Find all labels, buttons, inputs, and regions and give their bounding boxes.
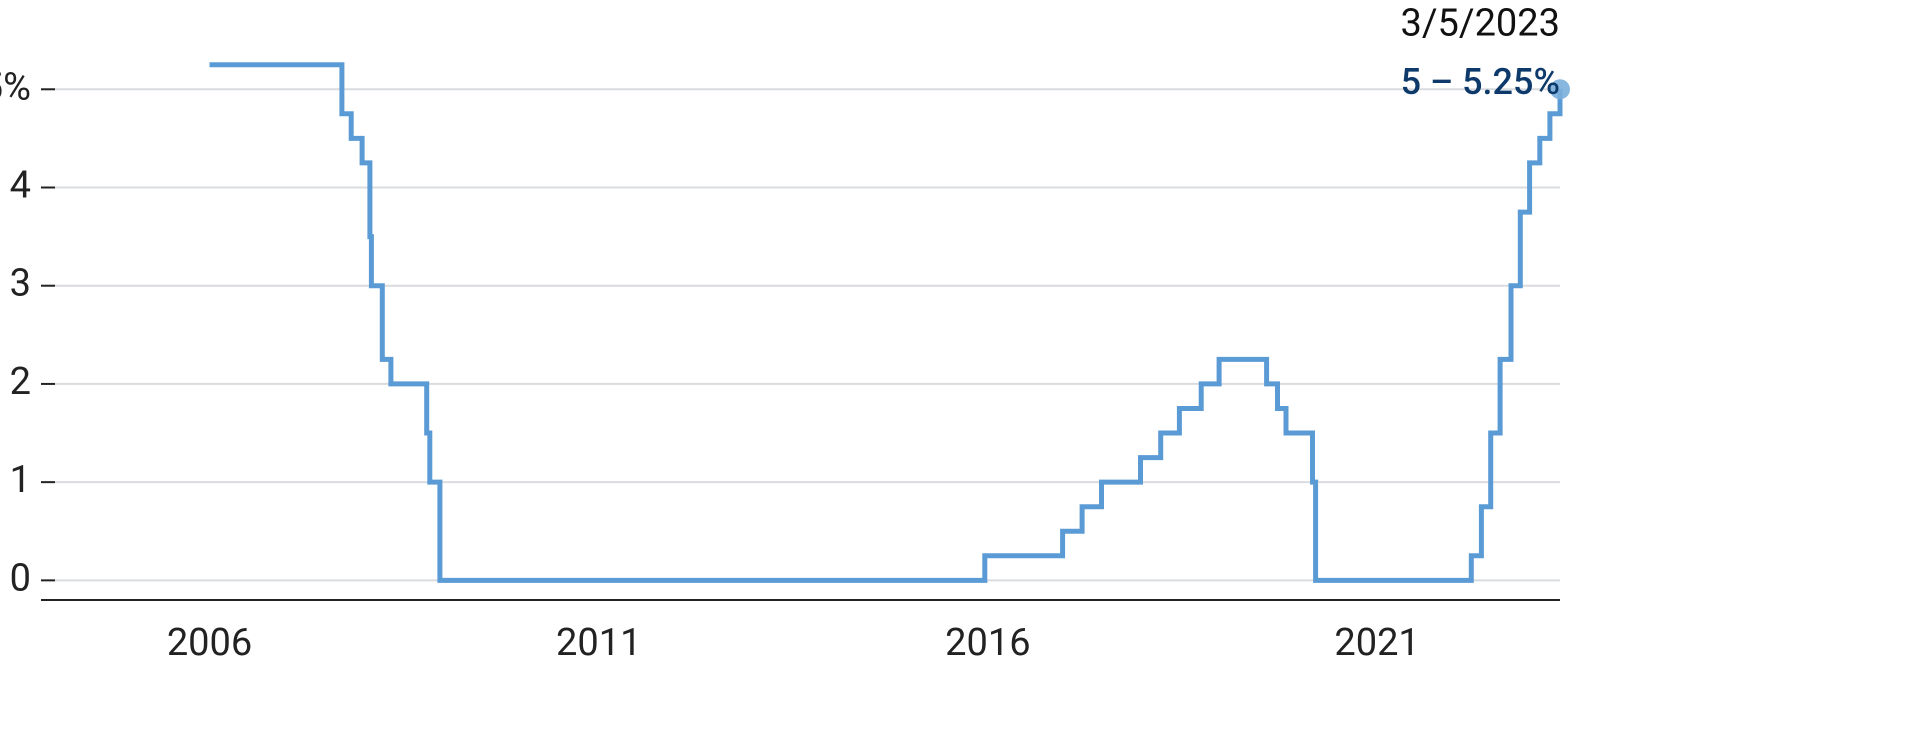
- callout-value: 5 – 5.25%: [1401, 61, 1560, 103]
- y-tick-label: 3: [10, 262, 31, 306]
- x-tick-label: 2011: [556, 621, 641, 665]
- y-tick-label: 4: [10, 164, 31, 208]
- x-tick-label: 2016: [945, 621, 1030, 665]
- x-tick-label: 2006: [167, 621, 252, 665]
- callout-date: 3/5/2023: [1401, 1, 1561, 45]
- x-tick-label: 2021: [1334, 621, 1419, 665]
- y-tick-label: 2: [10, 360, 31, 404]
- y-tick-label: 5%: [0, 65, 31, 109]
- chart-svg: 0 1 2 3 4 5% 2006 2011 2016 2021 3/5/2023 5 – 5.25%: [0, 0, 1920, 731]
- y-tick-label: 1: [10, 458, 31, 502]
- rate-step-chart: 0 1 2 3 4 5% 2006 2011 2016 2021 3/5/2023 5 – 5.25%: [0, 0, 1920, 731]
- y-tick-label: 0: [10, 556, 31, 600]
